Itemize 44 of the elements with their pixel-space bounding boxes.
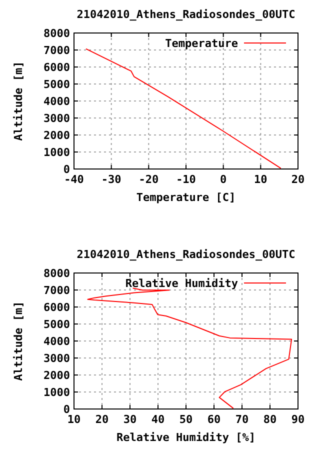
y-tick-label: 3000	[44, 112, 70, 125]
y-tick-label: 1000	[44, 386, 70, 399]
y-tick-label: 4000	[44, 95, 70, 108]
y-tick-label: 2000	[44, 369, 70, 382]
legend-label: Temperature	[165, 37, 238, 50]
chart-title: 21042010_Athens_Radiosondes_00UTC	[76, 8, 296, 21]
y-tick-label: 6000	[44, 301, 70, 314]
y-tick-label: 6000	[44, 61, 70, 74]
y-tick-label: 7000	[44, 44, 70, 57]
x-tick-label: -20	[138, 173, 159, 186]
x-tick-label: 20	[95, 413, 109, 426]
y-tick-label: 7000	[44, 284, 70, 297]
x-tick-label: 60	[207, 413, 221, 426]
x-axis-title: Relative Humidity [%]	[116, 431, 256, 444]
y-tick-label: 0	[63, 163, 70, 176]
line-series	[87, 288, 292, 409]
y-tick-label: 1000	[44, 146, 70, 159]
y-axis-title: Altitude [m]	[12, 301, 25, 381]
x-tick-label: 40	[151, 413, 165, 426]
y-tick-label: 2000	[44, 129, 70, 142]
y-tick-label: 8000	[44, 27, 70, 40]
y-tick-label: 3000	[44, 352, 70, 365]
legend-label: Relative Humidity	[125, 277, 238, 290]
y-tick-label: 5000	[44, 78, 70, 91]
x-tick-label: 20	[291, 173, 305, 186]
y-tick-label: 4000	[44, 335, 70, 348]
x-tick-label: -10	[176, 173, 196, 186]
x-tick-label: 80	[263, 413, 277, 426]
chart-title: 21042010_Athens_Radiosondes_00UTC	[76, 248, 296, 261]
x-tick-label: 70	[235, 413, 249, 426]
y-tick-label: 5000	[44, 318, 70, 331]
y-tick-label: 8000	[44, 267, 70, 280]
x-tick-label: 90	[291, 413, 305, 426]
x-tick-label: 50	[179, 413, 193, 426]
y-tick-label: 0	[63, 403, 70, 416]
x-tick-label: 30	[123, 413, 137, 426]
x-tick-label: 0	[220, 173, 227, 186]
x-tick-label: 10	[254, 173, 268, 186]
x-tick-label: 10	[67, 413, 81, 426]
y-axis-title: Altitude [m]	[12, 61, 25, 141]
line-series	[85, 48, 282, 169]
x-tick-label: -30	[101, 173, 122, 186]
x-axis-title: Temperature [C]	[136, 191, 236, 204]
x-tick-label: -40	[64, 173, 84, 186]
